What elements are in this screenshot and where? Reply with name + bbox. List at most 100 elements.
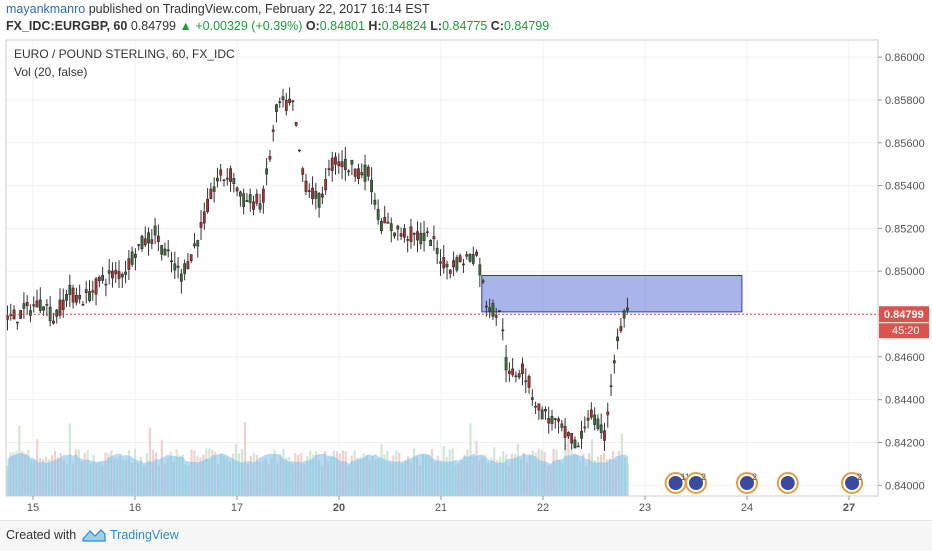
candle-body (471, 254, 475, 264)
event-flag-icon[interactable]: 11 (664, 472, 690, 494)
candle-body (232, 178, 236, 185)
candle-body (350, 159, 354, 165)
candle-body (202, 211, 206, 224)
event-flag-icon[interactable]: 2 (736, 472, 758, 494)
candle-body (176, 265, 180, 268)
time-axis[interactable]: 15 16 17 20 21 22 23 24 27 (27, 496, 855, 514)
event-icons[interactable]: 11 2 2 2 (664, 472, 864, 494)
candle-body (88, 291, 91, 301)
candle-body (179, 273, 183, 282)
candle-body (432, 236, 436, 240)
candle-body (65, 294, 68, 301)
price-tick-label: 0.84000 (885, 480, 925, 492)
candle-body (527, 376, 531, 388)
tradingview-logo-icon[interactable] (82, 527, 106, 543)
candle-body (22, 303, 26, 309)
candle-body (340, 161, 344, 168)
candle-body (301, 168, 305, 175)
symbol-label: FX_IDC:EURGBP, 60 (6, 19, 128, 33)
candle-body (327, 168, 331, 170)
candle-body (163, 248, 167, 256)
price-tick-label: 0.84400 (885, 395, 925, 407)
candle-body (160, 245, 164, 255)
author-link[interactable]: mayankmanro (6, 2, 86, 16)
tradingview-brand[interactable]: TradingView (110, 528, 179, 542)
volume-bar (243, 422, 247, 496)
candle-body (334, 156, 337, 165)
candle-body (84, 289, 88, 293)
time-tick-label: 15 (27, 502, 39, 514)
candle-body (58, 299, 62, 316)
price-tick-label: 0.84600 (885, 352, 925, 364)
candle-body (199, 222, 203, 228)
candle-body (337, 161, 341, 167)
candle-body (206, 198, 209, 213)
candle-body (6, 315, 9, 320)
current-price-label: 0.84799 (884, 309, 924, 321)
candle-body (225, 177, 229, 180)
candle-body (45, 304, 49, 306)
time-tick-label: 24 (741, 502, 753, 514)
price-tick-label: 0.86000 (885, 52, 925, 64)
candle-body (501, 329, 505, 332)
event-flag-icon[interactable]: 2 (685, 472, 707, 494)
candle-body (593, 414, 597, 425)
candle-body (166, 249, 170, 252)
price-tick-label: 0.85600 (885, 138, 925, 150)
event-icon-core (689, 476, 703, 490)
candle-body (140, 235, 144, 250)
event-flag-icon[interactable] (776, 472, 799, 494)
candle-body (347, 170, 351, 173)
candle-body (396, 225, 400, 230)
candle-body (124, 271, 127, 275)
candle-body (97, 276, 101, 282)
candle-body (376, 208, 380, 220)
price-chart[interactable]: 11 2 2 2 0.860000.858000.856000.854000.8520… (0, 36, 932, 518)
candle-body (222, 179, 226, 181)
event-flag-icon[interactable]: 2 (841, 472, 864, 494)
low-label: L: (430, 19, 443, 33)
current-price-badge (879, 306, 929, 323)
candle-body (91, 290, 95, 293)
candle-body (304, 180, 308, 192)
candle-body (94, 278, 98, 295)
candle-body (38, 299, 42, 311)
footer: Created with TradingView (0, 520, 932, 551)
candle-body (403, 228, 406, 238)
time-tick-label: 20 (333, 502, 345, 514)
candle-body (366, 166, 370, 177)
candle-body (278, 101, 282, 103)
time-tick-label: 21 (435, 502, 447, 514)
price-tick-label: 0.84200 (885, 437, 925, 449)
candle-body (111, 270, 114, 279)
candle-body (311, 187, 314, 200)
candle-body (462, 263, 465, 266)
candle-body (445, 263, 449, 268)
candle-body (298, 149, 301, 152)
candle-body (101, 275, 105, 281)
chart-area[interactable]: 11 2 2 2 0.86000 0.85800 0.85600 0.85400 0.8520… (0, 36, 932, 518)
candle-body (573, 439, 577, 449)
event-count-label: 2 (752, 472, 757, 482)
close-label: C: (490, 19, 504, 33)
price-axis[interactable]: 0.86000 0.85800 0.85600 0.85400 0.85200 0.850… (878, 52, 929, 492)
candle-body (74, 294, 78, 303)
candle-body (258, 203, 262, 210)
candle-body (599, 424, 603, 433)
supply-zone-rect[interactable] (481, 274, 743, 313)
candle-body (429, 240, 433, 246)
candle-body (55, 309, 59, 317)
candle-body (468, 253, 472, 262)
candle-body (626, 307, 629, 311)
event-count-label: 2 (701, 472, 706, 482)
zone-box[interactable] (481, 274, 743, 313)
candle-body (242, 193, 246, 208)
price-change: ▲ +0.00329 (+0.39%) (179, 19, 303, 33)
created-with-text: Created with (6, 528, 77, 542)
candle-body (576, 445, 580, 448)
high-value: 0.84824 (381, 19, 427, 33)
candle-body (143, 238, 147, 246)
candle-body (504, 357, 508, 371)
volume-indicator-label: Vol (20, false) (14, 65, 87, 79)
candle-body (386, 221, 390, 224)
